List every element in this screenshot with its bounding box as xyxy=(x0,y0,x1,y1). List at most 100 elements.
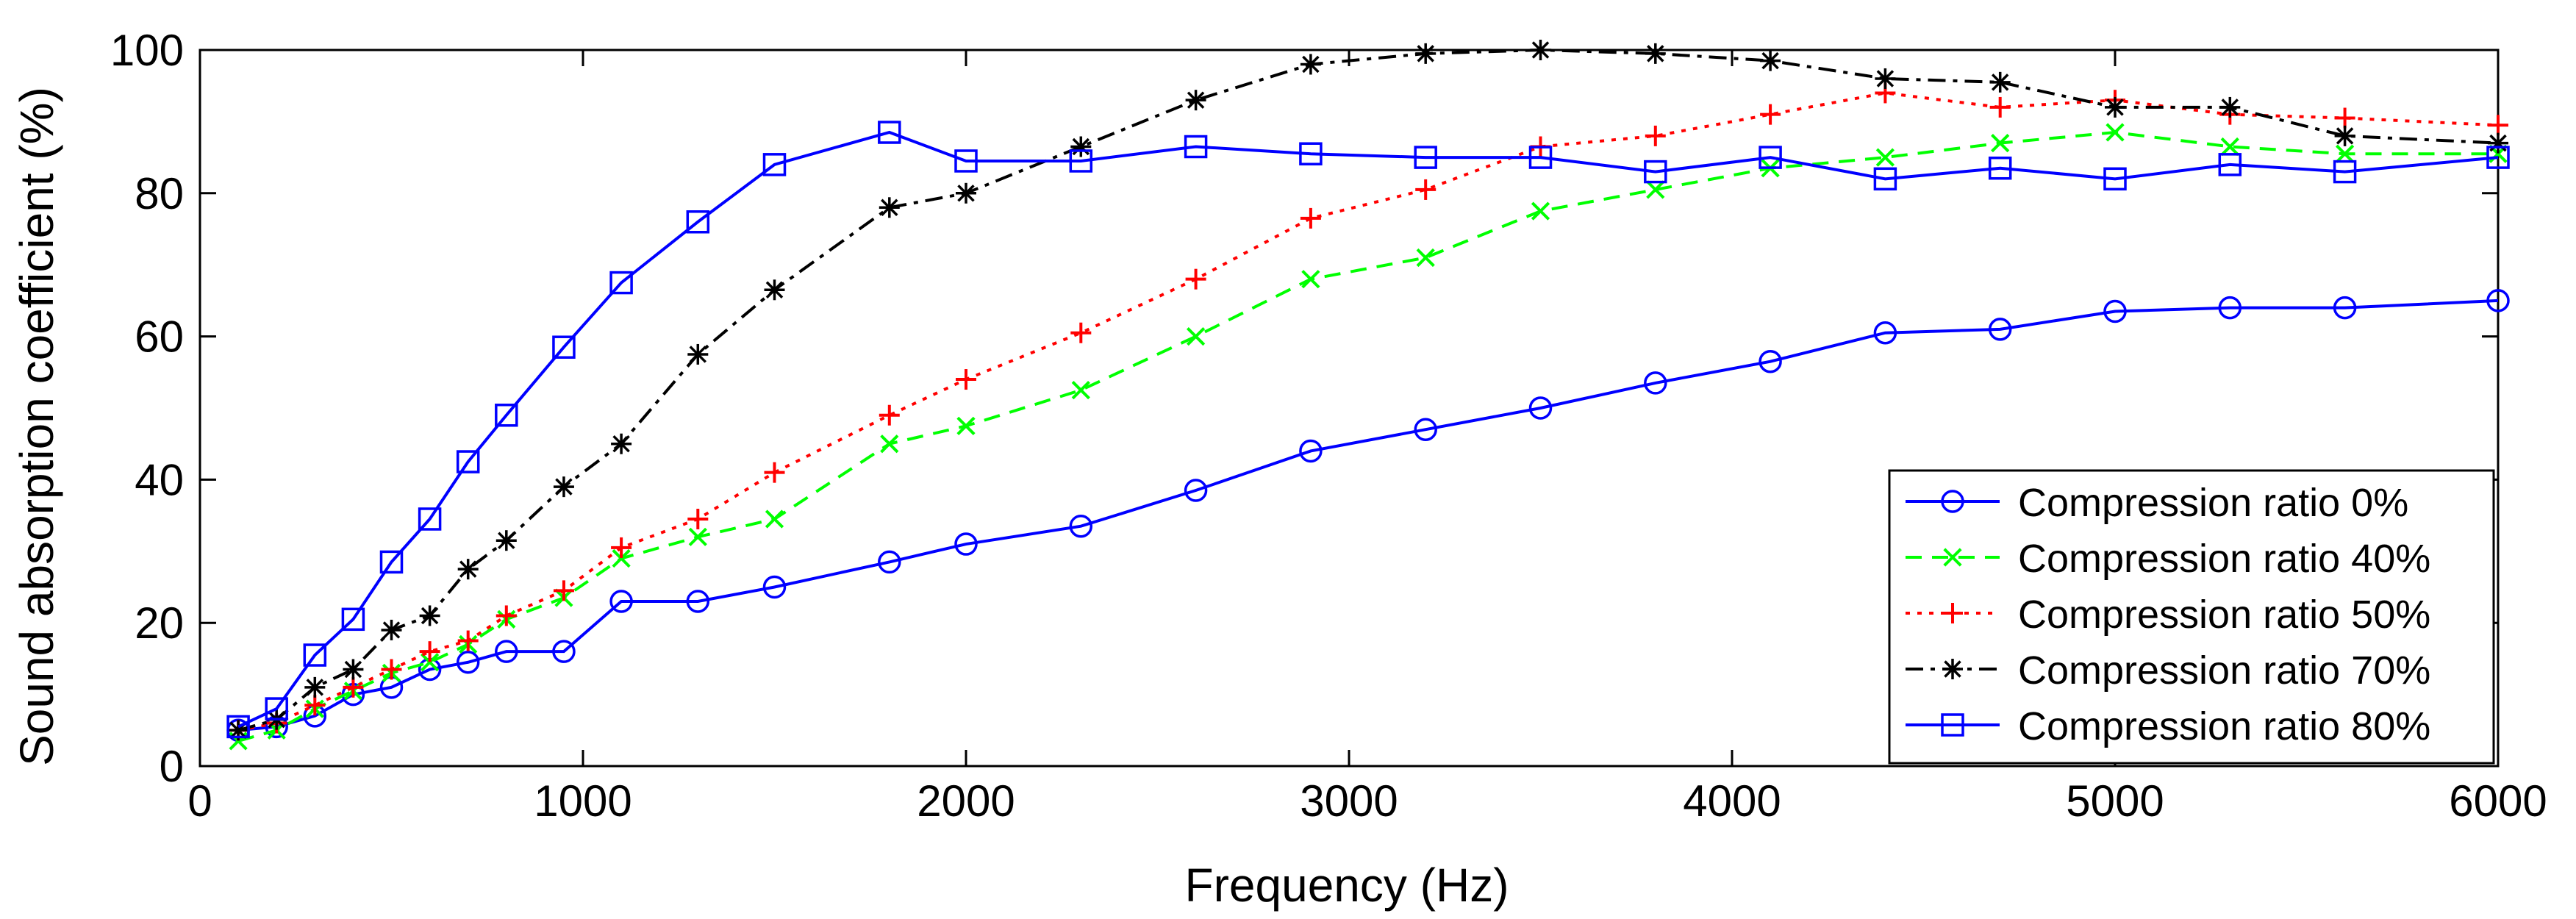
y-tick-label: 80 xyxy=(135,169,184,218)
data-point xyxy=(1070,322,1092,343)
data-point xyxy=(1873,167,1897,191)
data-point xyxy=(1301,270,1320,289)
data-point xyxy=(304,695,326,716)
data-point xyxy=(764,279,785,301)
data-point xyxy=(2488,132,2508,154)
x-tick-label: 1000 xyxy=(534,776,632,826)
data-point xyxy=(418,507,442,531)
data-point xyxy=(686,590,710,613)
data-point xyxy=(553,476,574,498)
data-point xyxy=(553,580,574,601)
data-point xyxy=(879,197,900,218)
data-point xyxy=(1873,321,1897,345)
data-point xyxy=(2334,125,2355,146)
data-point xyxy=(1070,136,1092,157)
legend-entry: Compression ratio 80% xyxy=(1906,704,2430,748)
data-point xyxy=(1415,43,1437,64)
data-point xyxy=(2333,160,2357,184)
data-point xyxy=(2335,144,2355,163)
legend: Compression ratio 0% Compression ratio 40… xyxy=(1888,469,2495,765)
data-point xyxy=(2486,289,2510,312)
data-point xyxy=(419,605,440,626)
data-point xyxy=(2486,146,2510,169)
data-point xyxy=(879,404,900,426)
data-point xyxy=(611,433,632,454)
data-point xyxy=(878,121,901,144)
data-point xyxy=(552,640,576,663)
data-point xyxy=(1531,201,1550,221)
data-point xyxy=(956,182,976,204)
x-tick-label: 4000 xyxy=(1683,776,1781,826)
data-point xyxy=(2103,167,2127,191)
data-point xyxy=(1185,268,1206,290)
data-point xyxy=(381,619,402,640)
data-point xyxy=(1991,134,2010,153)
data-point xyxy=(1414,418,1437,441)
legend-marker xyxy=(1941,490,1964,513)
plot-area: 0 1000 2000 3000 4000 5000 6000 0 20 40 60 80 100 Com… xyxy=(110,26,2547,826)
data-point xyxy=(1300,54,1321,75)
legend-marker xyxy=(1942,603,1963,623)
data-point xyxy=(2219,96,2241,118)
data-point xyxy=(341,607,365,632)
legend-entry: Compression ratio 0% xyxy=(1906,481,2408,525)
data-point xyxy=(226,715,250,739)
data-point xyxy=(2218,296,2242,320)
data-point xyxy=(1989,71,2011,93)
data-point xyxy=(379,550,404,574)
data-point xyxy=(1530,40,1551,60)
data-point xyxy=(420,653,440,672)
data-point xyxy=(2333,296,2357,320)
data-point xyxy=(1875,148,1895,167)
data-point xyxy=(343,659,364,680)
data-point xyxy=(954,532,978,556)
y-tick-label: 40 xyxy=(135,455,184,504)
data-point xyxy=(1069,149,1093,173)
data-point xyxy=(762,153,787,176)
data-point xyxy=(419,641,440,662)
data-point xyxy=(1759,146,1782,169)
legend-marker xyxy=(1942,659,1963,679)
data-point xyxy=(495,530,517,551)
data-point xyxy=(495,605,517,626)
x-axis-label: Frequency (Hz) xyxy=(1185,859,1509,912)
data-point xyxy=(688,527,707,546)
data-point xyxy=(686,210,710,234)
data-point xyxy=(343,676,364,698)
data-point xyxy=(2334,107,2355,129)
data-point xyxy=(878,550,901,574)
data-point xyxy=(2220,137,2239,157)
data-point xyxy=(457,630,479,651)
data-point xyxy=(2488,115,2508,136)
legend-marker xyxy=(1941,713,1964,737)
series-line xyxy=(237,298,2499,732)
legend-label: Compression ratio 50% xyxy=(2018,593,2430,637)
x-tick-label: 2000 xyxy=(917,776,1015,826)
data-point xyxy=(1646,180,1665,199)
legend-marker xyxy=(1943,548,1962,567)
data-point xyxy=(1645,43,1666,64)
data-point xyxy=(1528,396,1553,420)
data-point xyxy=(1644,160,1667,184)
legend-label: Compression ratio 70% xyxy=(2018,648,2430,693)
y-tick-label: 20 xyxy=(135,598,184,648)
data-point xyxy=(1414,146,1437,169)
data-point xyxy=(1644,371,1667,395)
data-point xyxy=(2105,96,2125,118)
y-axis-label: Sound absorption coefficient (%) xyxy=(10,87,63,766)
data-point xyxy=(687,508,709,529)
data-point xyxy=(612,548,631,568)
x-tick-label: 0 xyxy=(187,776,212,826)
data-point xyxy=(687,343,709,365)
data-point xyxy=(1185,90,1206,111)
data-point xyxy=(552,335,576,359)
series-2 xyxy=(228,82,2508,741)
legend-entry: Compression ratio 70% xyxy=(1906,648,2430,693)
data-point xyxy=(457,559,479,580)
legend-entry: Compression ratio 40% xyxy=(1906,537,2430,581)
data-point xyxy=(1071,381,1090,400)
data-point xyxy=(381,659,402,680)
data-point xyxy=(1760,50,1781,71)
y-tick-label: 0 xyxy=(160,742,184,791)
data-point xyxy=(1759,349,1782,373)
